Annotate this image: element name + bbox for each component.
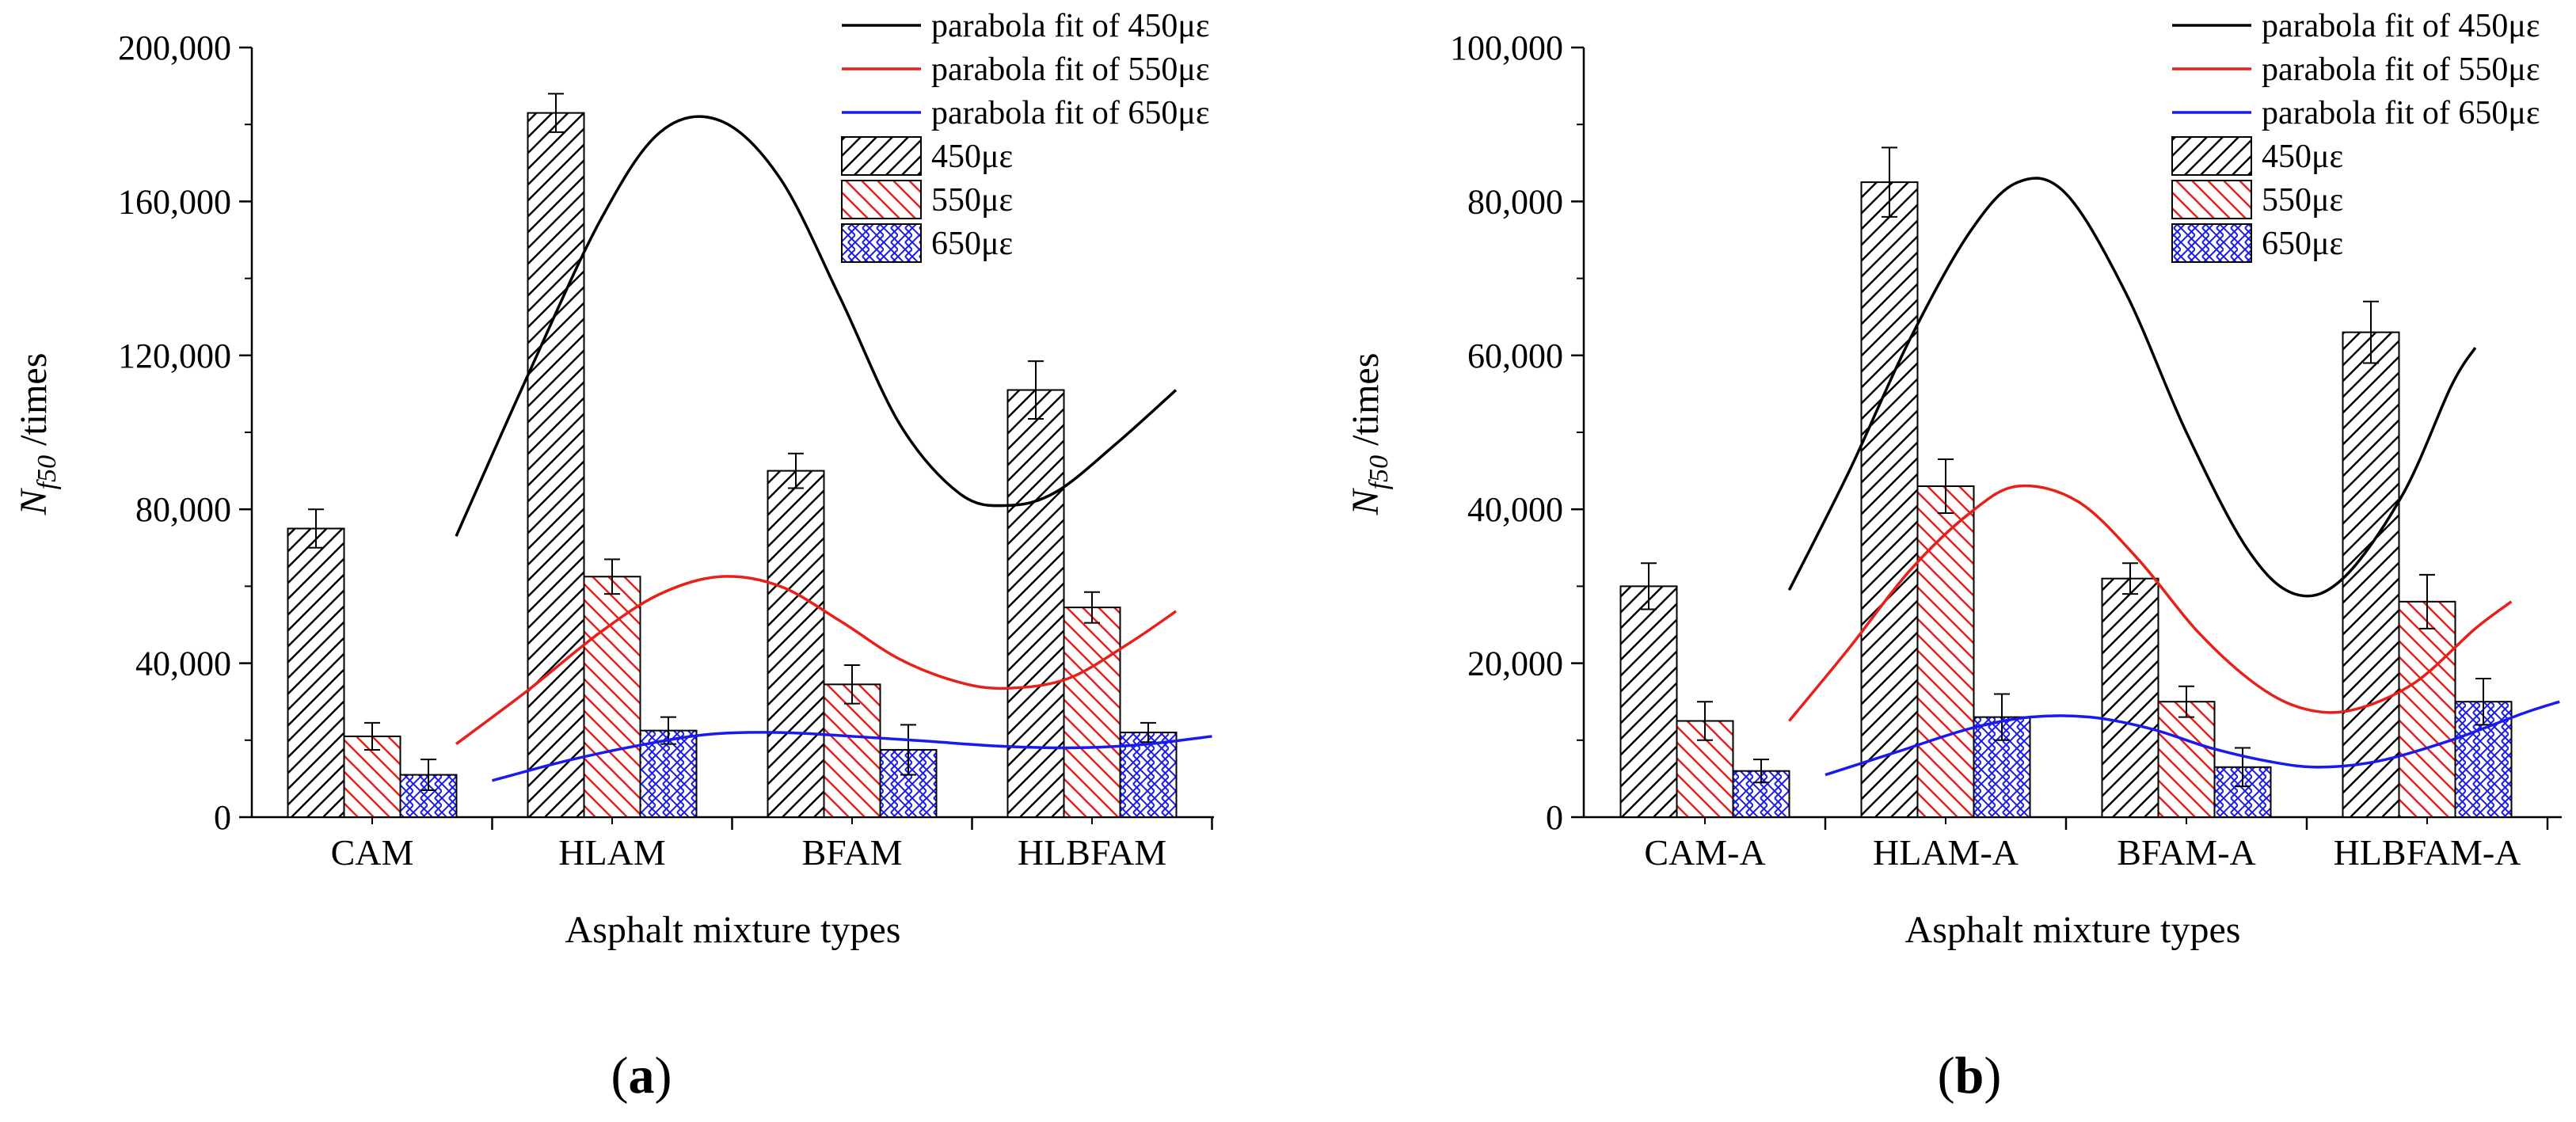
legend-label: parabola fit of 450με [2262, 8, 2540, 44]
bar-550με [584, 576, 641, 817]
legend-label: parabola fit of 650με [2262, 95, 2540, 131]
y-tick-label: 40,000 [135, 645, 231, 683]
y-tick-label: 60,000 [1467, 337, 1563, 375]
x-tick-label: BFAM-A [2117, 832, 2256, 873]
legend-label: parabola fit of 550με [2262, 51, 2540, 88]
x-axis-label: Asphalt mixture types [1905, 909, 2241, 951]
figure: 0 40,000 80,000 120,000 160,000 200,000 CAM HLA… [0, 0, 2576, 1122]
y-tick-label: 100,000 [1450, 29, 1563, 67]
y-tick-label: 80,000 [135, 490, 231, 529]
x-tick-label: BFAM [802, 832, 903, 873]
legend-label: parabola fit of 450με [931, 8, 1210, 44]
y-tick-label: 0 [1546, 798, 1563, 837]
bar-450με [2102, 579, 2159, 817]
x-tick-label: HLAM-A [1873, 832, 2019, 873]
x-tick-label: CAM [331, 832, 414, 873]
x-axis-label: Asphalt mixture types [565, 909, 901, 951]
legend-label: 650με [2262, 226, 2343, 262]
legend-bar-swatch [2172, 137, 2251, 175]
x-tick-label: HLBFAM-A [2334, 832, 2521, 873]
bar-550με [2399, 602, 2456, 817]
legend-bar-swatch [842, 137, 921, 175]
y-tick-label: 20,000 [1467, 645, 1563, 683]
x-tick-label: HLAM [558, 832, 665, 873]
legend-label: 550με [2262, 182, 2343, 219]
y-axis-label: Nf50 /times [1345, 353, 1394, 516]
y-tick-label: 200,000 [118, 29, 231, 67]
legend-label: 550με [931, 182, 1013, 219]
bar-450με [768, 471, 824, 817]
bar-450με [1862, 182, 1918, 817]
legend-label: 650με [931, 226, 1013, 262]
bar-450με [2343, 333, 2399, 817]
y-tick-label: 80,000 [1467, 182, 1563, 221]
bar-550με [2159, 702, 2215, 817]
y-tick-label: 0 [214, 798, 231, 837]
legend-label: 450με [931, 139, 1013, 175]
y-tick-label: 160,000 [118, 182, 231, 221]
legend-bar-swatch [2172, 224, 2251, 262]
panel-label: (b) [1938, 1047, 2002, 1105]
legend-label: parabola fit of 550με [931, 51, 1210, 88]
legend-label: 450με [2262, 139, 2343, 175]
bar-550με [1918, 486, 1974, 817]
chart-panel-a: 0 40,000 80,000 120,000 160,000 200,000 CAM HLA… [13, 8, 1214, 1105]
y-axis-label: Nf50 /times [13, 353, 62, 516]
x-tick-label: HLBFAM [1018, 832, 1166, 873]
y-tick-label: 40,000 [1467, 490, 1563, 529]
bar-450με [528, 113, 584, 817]
bar-450με [1621, 586, 1677, 817]
panel-label: (a) [611, 1047, 672, 1105]
chart-panel-b: 0 20,000 40,000 60,000 80,000 100,000 CAM-A HLA… [1345, 8, 2562, 1105]
legend-label: parabola fit of 650με [931, 95, 1210, 131]
legend-bar-swatch [842, 224, 921, 262]
legend-bar-swatch [842, 181, 921, 219]
legend-bar-swatch [2172, 181, 2251, 219]
x-tick-label: CAM-A [1644, 832, 1765, 873]
bar-550με [1064, 607, 1121, 817]
bar-450με [288, 529, 344, 818]
y-tick-label: 120,000 [118, 337, 231, 375]
bar-450με [1008, 390, 1064, 817]
